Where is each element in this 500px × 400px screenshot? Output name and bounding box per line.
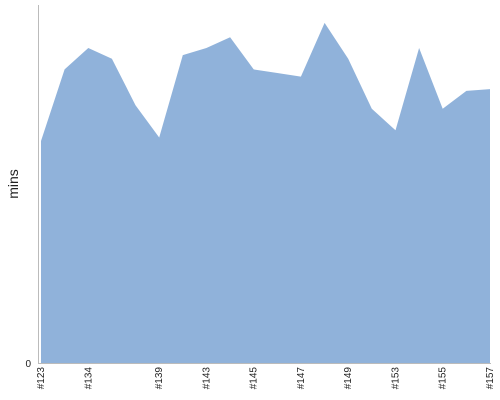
x-tick-label: #123 xyxy=(36,367,47,390)
x-axis-ticks: #123 #134 #139 #143 #145 #147 #149 #153 #155 #157 xyxy=(36,367,496,390)
chart-axes xyxy=(38,5,491,364)
x-tick-label: #134 xyxy=(83,367,94,390)
y-axis-ticks: 0 xyxy=(25,359,31,370)
x-tick-label: #143 xyxy=(201,367,212,390)
area-series xyxy=(41,22,490,364)
x-tick-label: #155 xyxy=(438,367,449,390)
chart-series xyxy=(41,22,490,364)
x-tick-label: #153 xyxy=(391,367,402,390)
x-tick-label: #147 xyxy=(296,367,307,390)
y-tick-label: 0 xyxy=(25,359,31,370)
y-axis-title: mins xyxy=(5,169,21,199)
x-tick-label: #145 xyxy=(249,367,260,390)
x-tick-label: #139 xyxy=(154,367,165,390)
x-tick-label: #149 xyxy=(343,367,354,390)
x-tick-label: #157 xyxy=(485,367,496,390)
